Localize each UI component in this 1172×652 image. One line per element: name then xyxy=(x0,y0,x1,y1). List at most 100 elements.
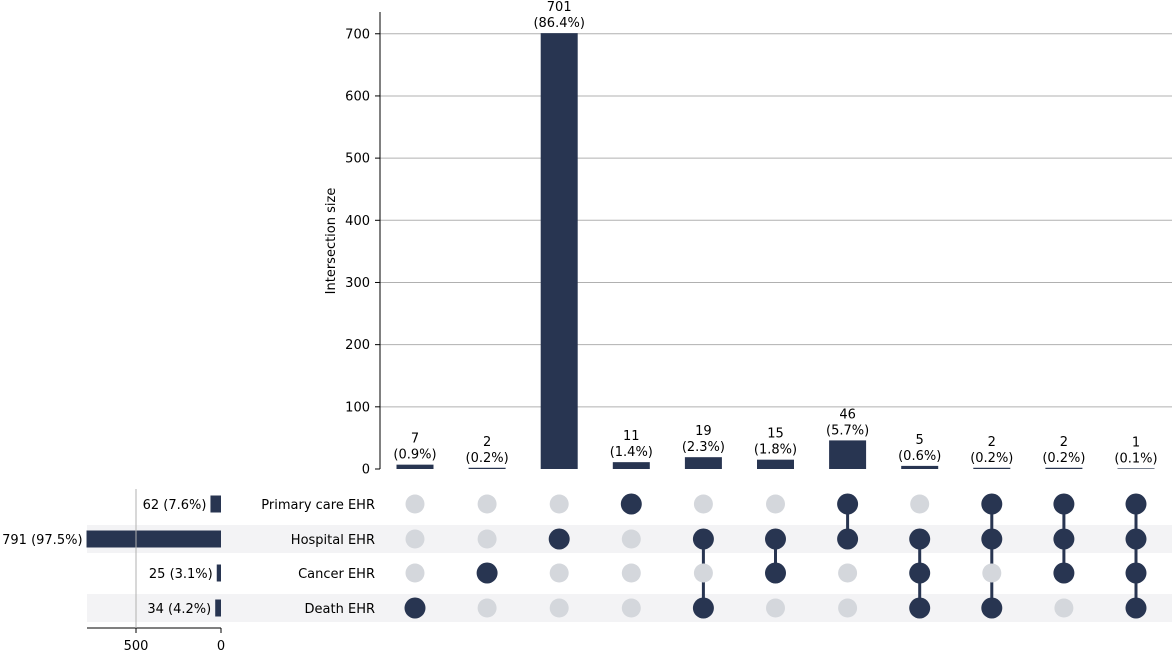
set-size-bar xyxy=(215,599,221,617)
set-size-bar xyxy=(86,530,221,548)
membership-dot-active xyxy=(765,562,786,584)
y-tick-label: 300 xyxy=(345,276,370,291)
membership-dot-inactive xyxy=(982,563,1002,583)
membership-dot-inactive xyxy=(405,529,425,549)
intersection-bar xyxy=(829,440,867,469)
y-tick-label: 700 xyxy=(345,27,370,42)
intersection-count-label: 5 xyxy=(916,433,924,448)
membership-dot-inactive xyxy=(477,598,497,618)
membership-dot-active xyxy=(1053,528,1075,550)
set-name-label: Primary care EHR xyxy=(261,498,375,513)
intersection-percent-label: (5.7%) xyxy=(826,423,869,438)
intersection-bar xyxy=(468,467,506,469)
intersection-percent-label: (1.8%) xyxy=(754,443,797,458)
membership-dot-active xyxy=(692,597,714,619)
intersection-count-label: 1 xyxy=(1132,435,1140,450)
intersection-bar xyxy=(973,467,1011,469)
membership-dot-active xyxy=(1125,493,1147,515)
y-tick-label: 500 xyxy=(345,152,370,167)
set-size-bar xyxy=(216,564,221,582)
intersection-bar xyxy=(1117,468,1155,469)
set-size-label: 34 (4.2%) xyxy=(147,602,211,617)
intersection-bar xyxy=(396,464,434,469)
membership-dot-inactive xyxy=(477,529,497,549)
membership-dot-active xyxy=(981,493,1003,515)
membership-dot-inactive xyxy=(405,494,425,514)
membership-dot-inactive xyxy=(549,494,569,514)
set-name-label: Hospital EHR xyxy=(291,533,375,548)
membership-dot-inactive xyxy=(1054,598,1074,618)
membership-dot-inactive xyxy=(693,494,713,514)
intersection-gridlines xyxy=(380,33,1172,408)
intersection-bar xyxy=(901,465,939,469)
set-size-bar xyxy=(210,495,221,513)
membership-dot-inactive xyxy=(621,529,641,549)
intersection-bar xyxy=(540,33,578,469)
membership-dot-active xyxy=(837,493,859,515)
intersection-y-axis: 0 100 200 300 400 500 600 700 xyxy=(345,12,381,478)
set-size-label: 25 (3.1%) xyxy=(149,567,213,582)
y-tick-label: 200 xyxy=(345,338,370,353)
membership-dot-inactive xyxy=(838,563,858,583)
membership-dot-active xyxy=(837,528,859,550)
membership-dot-active xyxy=(909,562,931,584)
intersection-bar xyxy=(684,457,722,469)
set-size-axis: 500 0 xyxy=(87,489,225,652)
membership-dot-inactive xyxy=(621,598,641,618)
membership-dot-active xyxy=(1125,528,1147,550)
membership-dot-inactive xyxy=(549,563,569,583)
set-axis-tick-label: 500 xyxy=(124,639,149,652)
intersection-bars xyxy=(396,33,1155,469)
membership-dot-active xyxy=(909,528,931,550)
intersection-percent-label: (0.6%) xyxy=(898,449,941,464)
membership-dot-active xyxy=(620,493,642,515)
membership-dot-active xyxy=(981,597,1003,619)
set-size-bars: 62 (7.6%) 791 (97.5%) 25 (3.1%) 34 (4.2%) xyxy=(2,495,221,617)
intersection-percent-label: (0.9%) xyxy=(393,448,436,463)
intersection-count-label: 46 xyxy=(839,407,856,422)
y-tick-label: 600 xyxy=(345,89,370,104)
intersection-count-label: 11 xyxy=(623,429,640,444)
membership-dot-active xyxy=(765,528,786,550)
intersection-percent-label: (0.1%) xyxy=(1114,451,1157,466)
membership-matrix xyxy=(404,493,1147,619)
set-name-labels: Primary care EHR Hospital EHR Cancer EHR De… xyxy=(261,498,375,617)
membership-dot-active xyxy=(548,528,570,550)
membership-dot-active xyxy=(981,528,1003,550)
y-tick-label: 400 xyxy=(345,214,370,229)
intersection-bar xyxy=(757,459,794,469)
intersection-bar-labels: 7(0.9%)2(0.2%)701(86.4%)11(1.4%)19(2.3%)… xyxy=(393,0,1157,466)
intersection-count-label: 19 xyxy=(695,424,712,439)
membership-dot-inactive xyxy=(549,598,569,618)
intersection-count-label: 2 xyxy=(988,435,996,450)
intersection-count-label: 701 xyxy=(547,0,572,15)
membership-dot-inactive xyxy=(910,494,930,514)
membership-dot-active xyxy=(476,562,498,584)
intersection-count-label: 2 xyxy=(483,435,491,450)
intersection-percent-label: (0.2%) xyxy=(466,451,509,466)
set-name-label: Cancer EHR xyxy=(298,567,375,582)
membership-dot-inactive xyxy=(693,563,713,583)
intersection-count-label: 7 xyxy=(411,432,419,447)
membership-dot-active xyxy=(692,528,714,550)
intersection-count-label: 2 xyxy=(1060,435,1068,450)
set-size-label: 791 (97.5%) xyxy=(2,533,82,548)
set-axis-tick-label: 0 xyxy=(217,639,225,652)
intersection-bar xyxy=(1045,467,1083,469)
y-tick-label: 0 xyxy=(362,463,370,478)
membership-dot-active xyxy=(1125,597,1147,619)
intersection-percent-label: (2.3%) xyxy=(682,440,725,455)
y-tick-label: 100 xyxy=(345,400,370,415)
membership-dot-inactive xyxy=(766,494,785,514)
membership-dot-active xyxy=(404,597,426,619)
membership-dot-active xyxy=(1053,493,1075,515)
membership-dot-active xyxy=(1053,562,1075,584)
membership-dot-inactive xyxy=(766,598,785,618)
intersection-percent-label: (0.2%) xyxy=(970,451,1013,466)
set-size-label: 62 (7.6%) xyxy=(143,498,207,513)
set-name-label: Death EHR xyxy=(305,602,375,617)
membership-dot-inactive xyxy=(477,494,497,514)
membership-dot-inactive xyxy=(621,563,641,583)
intersection-count-label: 15 xyxy=(767,427,784,442)
membership-dot-inactive xyxy=(838,598,858,618)
